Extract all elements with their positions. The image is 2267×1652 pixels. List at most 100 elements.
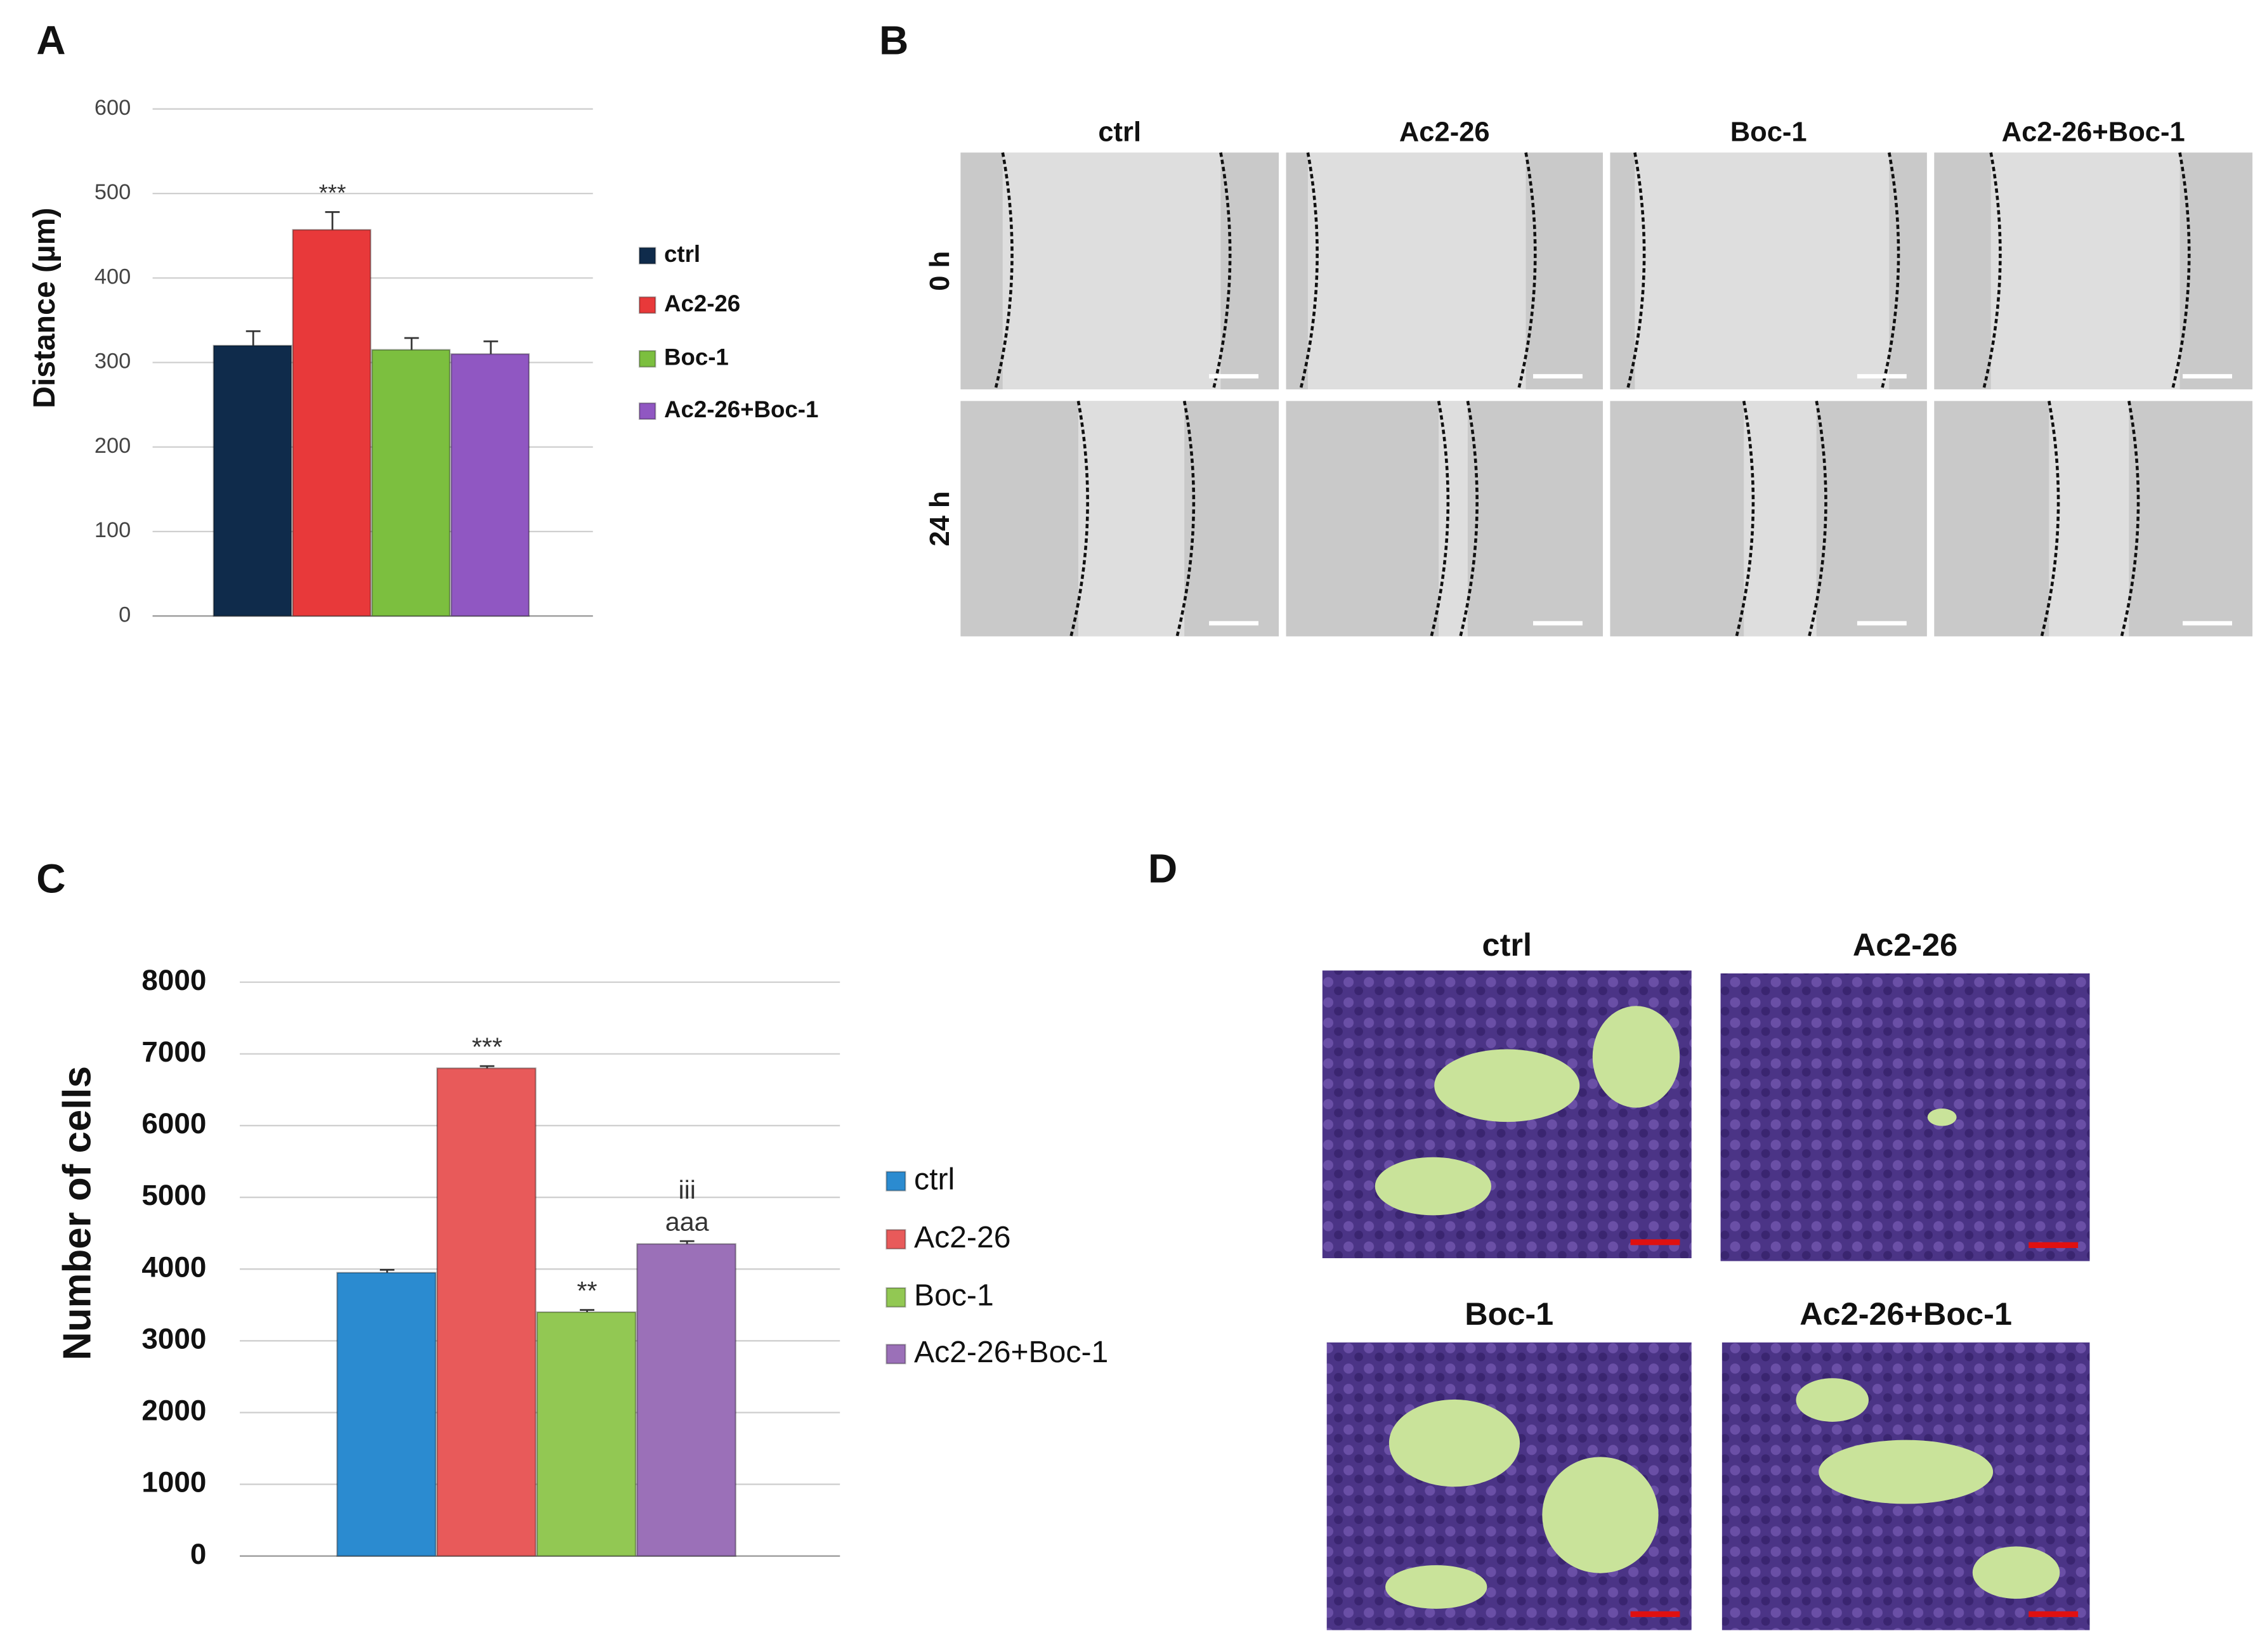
membrane-area	[1927, 1109, 1957, 1126]
panel-label: D	[1148, 846, 1177, 892]
membrane-area	[1819, 1440, 1994, 1504]
wound-edge	[1069, 400, 1089, 637]
image-label: Ac2-26	[1853, 927, 1957, 963]
y-tick-label: 500	[95, 180, 131, 204]
membrane-area	[1592, 1006, 1680, 1108]
y-tick-label: 4000	[141, 1251, 206, 1283]
wound-edge	[1982, 152, 2002, 390]
membrane-area	[1434, 1049, 1580, 1122]
image-label: ctrl	[1482, 927, 1532, 963]
wound-edge	[2040, 400, 2060, 637]
legend-swatch	[885, 1171, 906, 1192]
legend-swatch	[638, 350, 657, 368]
error-bar	[245, 330, 261, 346]
wound-area	[1307, 152, 1526, 389]
bar	[292, 229, 372, 617]
error-bar	[483, 340, 499, 354]
wound-edge	[1175, 400, 1196, 637]
wound-edge	[1626, 152, 1646, 390]
wound-edge	[1735, 400, 1755, 637]
legend-label: Ac2-26	[914, 1220, 1010, 1254]
legend-swatch	[885, 1344, 906, 1365]
wound-edge	[994, 152, 1014, 390]
y-tick-label: 100	[95, 518, 131, 542]
wound-area	[1744, 401, 1817, 637]
column-label: Ac2-26	[1399, 117, 1490, 147]
error-bar	[580, 1309, 595, 1313]
y-tick-label: 3000	[141, 1322, 206, 1355]
wound-area	[1635, 152, 1890, 389]
membrane-area	[1385, 1565, 1487, 1609]
y-tick-label: 0	[190, 1538, 206, 1570]
membrane-area	[1796, 1378, 1869, 1422]
y-tick-label: 2000	[141, 1395, 206, 1427]
y-tick-label: 6000	[141, 1107, 206, 1140]
legend-swatch	[885, 1287, 906, 1308]
bar	[450, 353, 530, 617]
legend-label: Ac2-26+Boc-1	[914, 1335, 1108, 1369]
bar	[336, 1272, 436, 1557]
column-label: Boc-1	[1730, 117, 1807, 147]
wound-area	[1002, 152, 1221, 389]
row-label: 0 h	[925, 251, 955, 291]
wound-edge	[1459, 400, 1479, 637]
error-bar	[679, 1240, 695, 1244]
micrograph	[1720, 973, 2090, 1261]
significance-label: **	[577, 1276, 598, 1305]
legend-label: Boc-1	[664, 344, 729, 370]
wound-edge	[1808, 400, 1827, 637]
y-tick-label: 200	[95, 434, 131, 458]
panel-label: B	[879, 18, 908, 63]
legend-label: Ac2-26	[664, 290, 740, 316]
panel-label: C	[36, 856, 65, 902]
y-axis-label: Distance (µm)	[27, 207, 62, 408]
y-tick-label: 5000	[141, 1179, 206, 1211]
bar	[212, 344, 292, 617]
significance-label: ***	[472, 1032, 502, 1061]
wound-edge	[1517, 152, 1537, 390]
y-tick-label: 1000	[141, 1466, 206, 1499]
wound-edge	[2120, 400, 2140, 637]
column-label: ctrl	[1098, 117, 1141, 147]
y-axis-label: Number of cells	[55, 1066, 99, 1360]
error-bar	[404, 337, 419, 350]
bar	[371, 349, 451, 617]
membrane-area	[1972, 1546, 2060, 1599]
wound-area	[1078, 401, 1185, 637]
y-tick-label: 0	[119, 602, 131, 627]
column-label: Ac2-26+Boc-1	[2002, 117, 2185, 147]
micro-panel-d: ctrl Ac2-26 Boc-1 Ac2-26+Boc-1	[1322, 927, 2090, 1630]
micro-panel-b: ctrl Ac2-26 Boc-1 Ac2-26+Boc-1 0 h 24 h	[925, 117, 2253, 637]
bar	[536, 1311, 637, 1557]
wound-area	[1990, 152, 2180, 389]
y-tick-label: 400	[95, 264, 131, 289]
legend-swatch	[885, 1229, 906, 1250]
error-bar	[325, 211, 340, 230]
image-label: Ac2-26+Boc-1	[1800, 1296, 2012, 1332]
error-bar	[480, 1065, 495, 1069]
bar	[436, 1067, 537, 1557]
wound-edge	[1880, 152, 1900, 390]
figure-root: B ctrl Ac2-26 Boc-1 Ac2-26+Boc-1 0 h 24 h D c…	[27, 18, 2253, 1630]
legend-swatch	[638, 247, 657, 264]
legend-swatch	[638, 296, 657, 314]
legend-label: ctrl	[664, 241, 700, 267]
y-tick-label: 8000	[141, 964, 206, 996]
membrane-area	[1375, 1157, 1492, 1216]
wound-edge	[1430, 400, 1450, 637]
row-label: 24 h	[925, 491, 955, 546]
significance-label: ***	[319, 180, 346, 206]
legend-label: Ac2-26+Boc-1	[664, 396, 818, 422]
error-bar	[379, 1268, 395, 1273]
wound-edge	[1212, 152, 1232, 390]
wound-edge	[2171, 152, 2191, 390]
image-label: Boc-1	[1465, 1296, 1553, 1332]
legend-label: Boc-1	[914, 1278, 994, 1313]
membrane-area	[1388, 1399, 1520, 1487]
legend-swatch	[638, 402, 657, 420]
wound-edge	[1299, 152, 1319, 390]
y-tick-label: 300	[95, 349, 131, 374]
y-tick-label: 7000	[141, 1036, 206, 1068]
significance-label: aaa	[665, 1207, 709, 1236]
